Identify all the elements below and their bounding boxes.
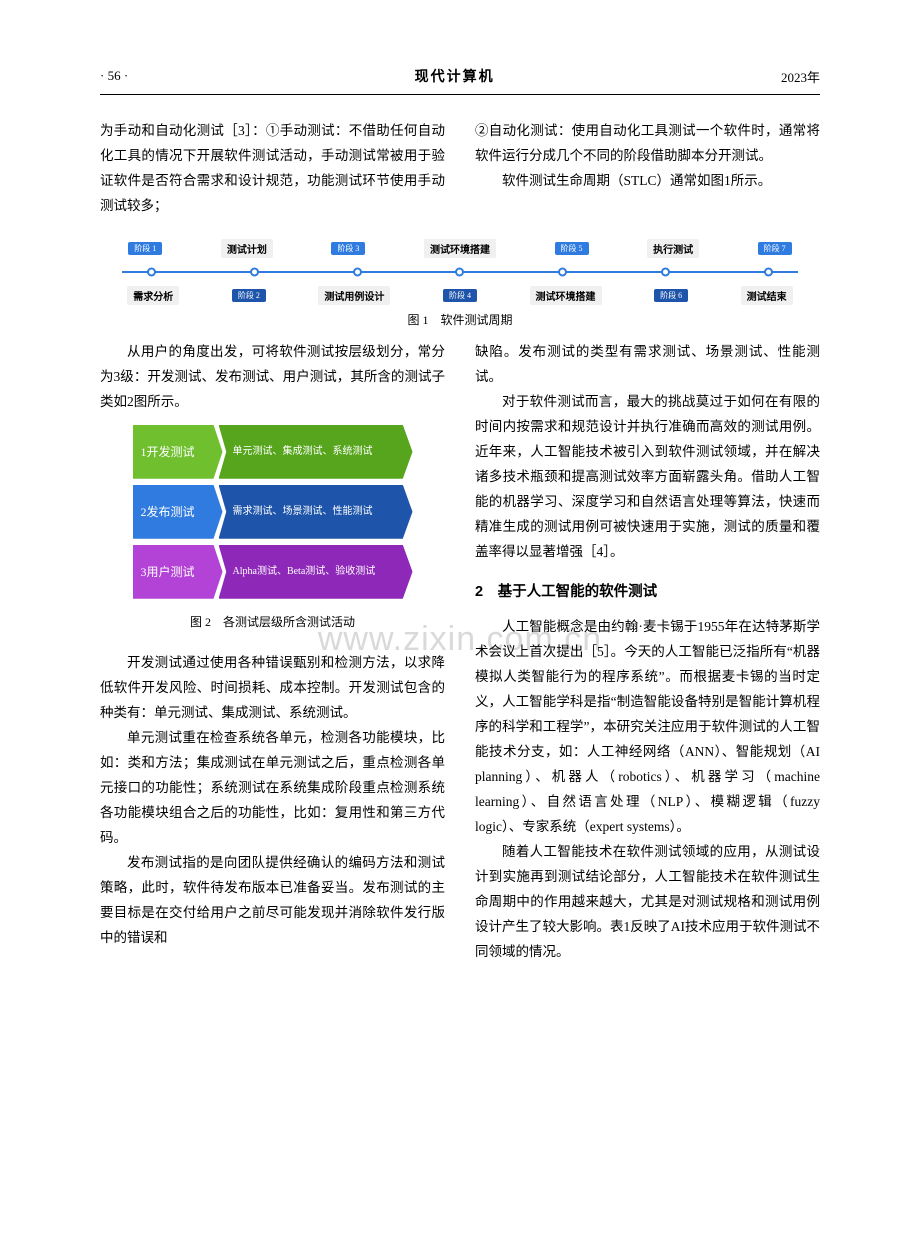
- left-para-2: 单元测试重在检查系统各单元，检测各功能模块，比如：类和方法；集成测试在单元测试之…: [100, 726, 445, 851]
- timeline-stage-badge: 阶段 2: [232, 289, 266, 302]
- timeline-stage-label: 执行测试: [647, 239, 699, 258]
- timeline-stage-label: 测试计划: [221, 239, 273, 258]
- timeline-dot: [764, 267, 773, 276]
- timeline-dot: [558, 267, 567, 276]
- timeline-dot: [661, 267, 670, 276]
- timeline-stage-badge: 阶段 1: [128, 242, 162, 255]
- right-para-1: 缺陷。发布测试的类型有需求测试、场景测试、性能测试。: [475, 340, 820, 390]
- timeline-stage-label: 测试环境搭建: [530, 286, 602, 305]
- figure-2-row: 3用户测试 Alpha测试、Beta测试、验收测试: [133, 545, 413, 599]
- figure-2: 1开发测试 单元测试、集成测试、系统测试 2发布测试 需求测试、场景测试、性能测…: [133, 425, 413, 599]
- left-para-1: 开发测试通过使用各种错误甄别和检测方法，以求降低软件开发风险、时间损耗、成本控制…: [100, 651, 445, 726]
- right-para-2: 对于软件测试而言，最大的挑战莫过于如何在有限的时间内按需求和规范设计并执行准确而…: [475, 390, 820, 565]
- left-column: 从用户的角度出发，可将软件测试按层级划分，常分为3级：开发测试、发布测试、用户测…: [100, 340, 445, 965]
- top-left-column: 为手动和自动化测试［3］：①手动测试：不借助任何自动化工具的情况下开展软件测试活…: [100, 119, 445, 219]
- timeline-dot: [455, 267, 464, 276]
- left-para-3: 发布测试指的是向团队提供经确认的编码方法和测试策略，此时，软件待发布版本已准备妥…: [100, 851, 445, 951]
- timeline-stage-badge: 阶段 3: [331, 242, 365, 255]
- page-header: · 56 · 现代计算机 2023年: [100, 66, 820, 95]
- top-two-column: 为手动和自动化测试［3］：①手动测试：不借助任何自动化工具的情况下开展软件测试活…: [100, 119, 820, 219]
- timeline: 阶段 1 测试计划 阶段 3 测试环境搭建 阶段 5 执行测试 阶段 7 需求分…: [100, 243, 820, 301]
- figure-2-caption: 图 2 各测试层级所含测试活动: [100, 611, 445, 633]
- top-right-para-2: 软件测试生命周期（STLC）通常如图1所示。: [475, 169, 820, 194]
- figure-2-left: 1开发测试: [133, 425, 223, 479]
- figure-2-row: 2发布测试 需求测试、场景测试、性能测试: [133, 485, 413, 539]
- top-right-para-1: ②自动化测试：使用自动化工具测试一个软件时，通常将软件运行分成几个不同的阶段借助…: [475, 119, 820, 169]
- timeline-stage-label: 测试环境搭建: [424, 239, 496, 258]
- left-intro-para: 从用户的角度出发，可将软件测试按层级划分，常分为3级：开发测试、发布测试、用户测…: [100, 340, 445, 415]
- top-right-column: ②自动化测试：使用自动化工具测试一个软件时，通常将软件运行分成几个不同的阶段借助…: [475, 119, 820, 219]
- figure-1-caption: 图 1 软件测试周期: [100, 311, 820, 328]
- timeline-dot: [250, 267, 259, 276]
- timeline-stage-label: 需求分析: [127, 286, 179, 305]
- main-two-column: 从用户的角度出发，可将软件测试按层级划分，常分为3级：开发测试、发布测试、用户测…: [100, 340, 820, 965]
- timeline-dot: [353, 267, 362, 276]
- right-para-3: 人工智能概念是由约翰·麦卡锡于1955年在达特茅斯学术会议上首次提出［5］。今天…: [475, 615, 820, 840]
- timeline-dot: [147, 267, 156, 276]
- page-number: · 56 ·: [100, 68, 128, 84]
- figure-2-row: 1开发测试 单元测试、集成测试、系统测试: [133, 425, 413, 479]
- figure-2-left: 2发布测试: [133, 485, 223, 539]
- timeline-bottom-row: 需求分析 阶段 2 测试用例设计 阶段 4 测试环境搭建 阶段 6 测试结束: [100, 286, 820, 305]
- timeline-top-row: 阶段 1 测试计划 阶段 3 测试环境搭建 阶段 5 执行测试 阶段 7: [100, 239, 820, 258]
- right-column: 缺陷。发布测试的类型有需求测试、场景测试、性能测试。 对于软件测试而言，最大的挑…: [475, 340, 820, 965]
- timeline-stage-badge: 阶段 6: [654, 289, 688, 302]
- figure-2-right: 单元测试、集成测试、系统测试: [219, 425, 413, 479]
- figure-1: 阶段 1 测试计划 阶段 3 测试环境搭建 阶段 5 执行测试 阶段 7 需求分…: [100, 243, 820, 328]
- timeline-stage-badge: 阶段 5: [555, 242, 589, 255]
- timeline-stage-badge: 阶段 4: [443, 289, 477, 302]
- section-2-title: 2 基于人工智能的软件测试: [475, 579, 820, 606]
- right-para-4: 随着人工智能技术在软件测试领域的应用，从测试设计到实施再到测试结论部分，人工智能…: [475, 840, 820, 965]
- figure-2-right: 需求测试、场景测试、性能测试: [219, 485, 413, 539]
- top-left-para: 为手动和自动化测试［3］：①手动测试：不借助任何自动化工具的情况下开展软件测试活…: [100, 119, 445, 219]
- timeline-stage-badge: 阶段 7: [758, 242, 792, 255]
- timeline-stage-label: 测试用例设计: [318, 286, 390, 305]
- journal-title: 现代计算机: [415, 66, 495, 86]
- figure-2-left: 3用户测试: [133, 545, 223, 599]
- figure-2-right: Alpha测试、Beta测试、验收测试: [219, 545, 413, 599]
- timeline-dots: [100, 267, 820, 276]
- timeline-stage-label: 测试结束: [741, 286, 793, 305]
- page-year: 2023年: [781, 67, 820, 86]
